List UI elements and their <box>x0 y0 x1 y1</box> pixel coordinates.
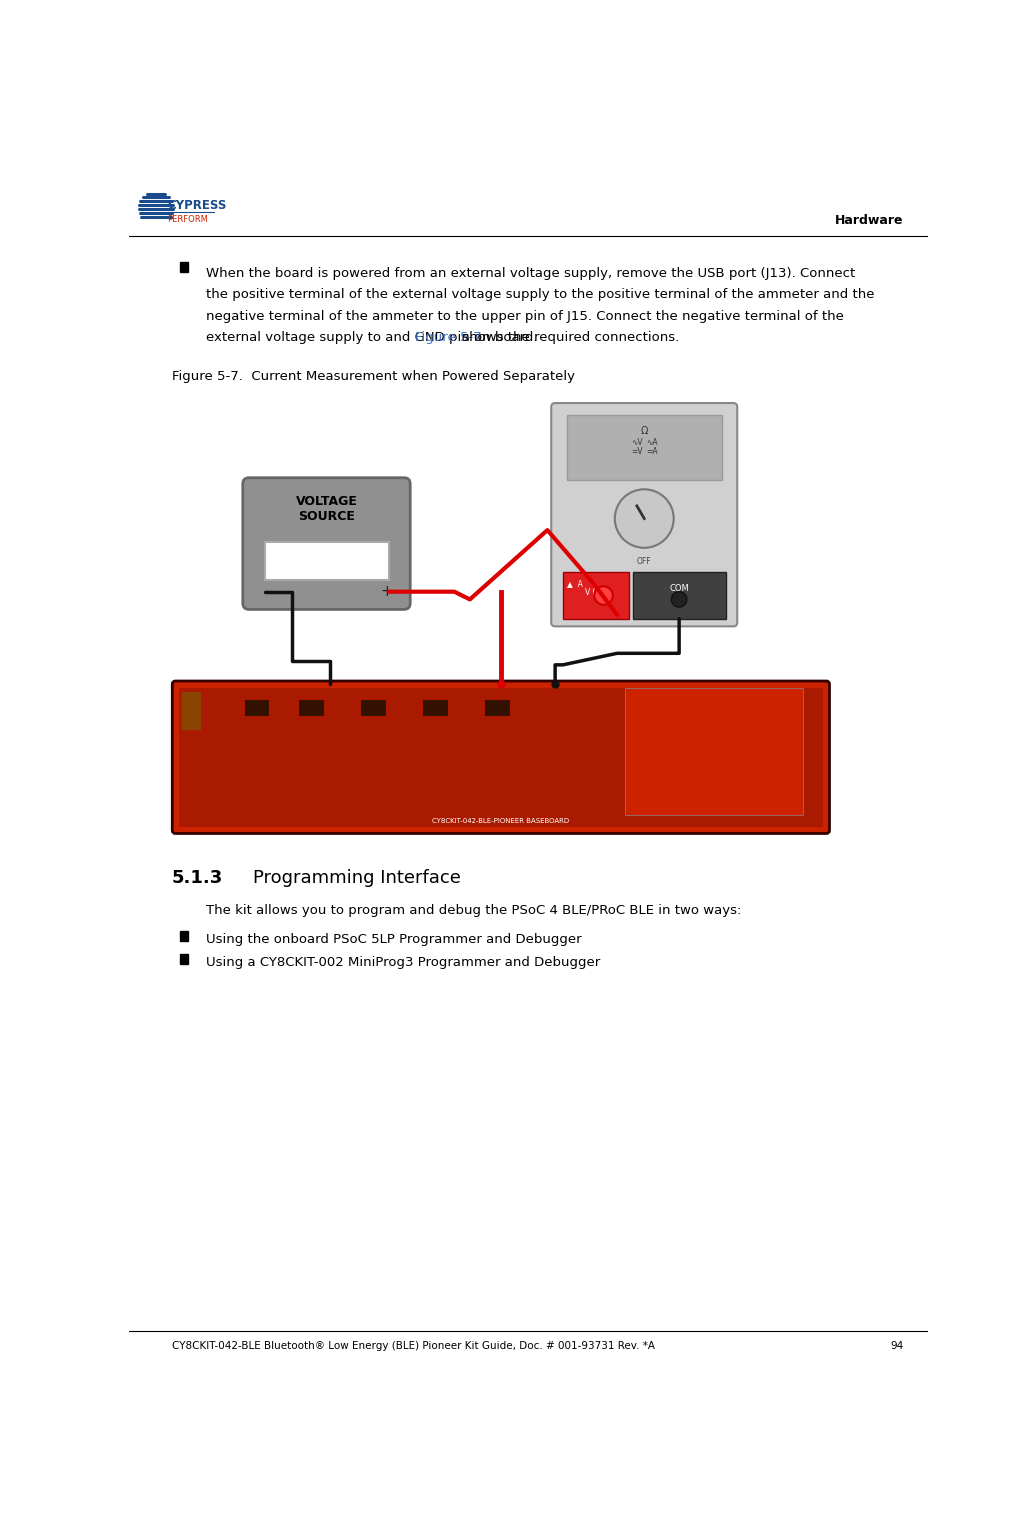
Text: =A: =A <box>646 447 658 456</box>
Bar <box>299 699 323 715</box>
Bar <box>567 415 722 480</box>
FancyBboxPatch shape <box>172 681 830 834</box>
Bar <box>245 699 268 715</box>
Text: Ω: Ω <box>640 427 647 436</box>
Text: Using a CY8CKIT-002 MiniProg3 Programmer and Debugger: Using a CY8CKIT-002 MiniProg3 Programmer… <box>206 956 601 968</box>
Bar <box>625 688 803 815</box>
Text: +: + <box>380 584 394 600</box>
Text: =V: =V <box>631 447 642 456</box>
Circle shape <box>671 592 687 607</box>
Bar <box>424 699 446 715</box>
Text: 5.1.3: 5.1.3 <box>171 869 223 887</box>
Text: When the board is powered from an external voltage supply, remove the USB port (: When the board is powered from an extern… <box>206 266 856 280</box>
Bar <box>180 262 188 272</box>
Bar <box>180 955 188 964</box>
Text: the positive terminal of the external voltage supply to the positive terminal of: the positive terminal of the external vo… <box>206 288 875 301</box>
Bar <box>181 692 201 730</box>
FancyBboxPatch shape <box>552 402 737 626</box>
Text: external voltage supply to and GND pin on board.: external voltage supply to and GND pin o… <box>206 332 542 344</box>
Text: V Ω: V Ω <box>586 588 599 597</box>
Bar <box>633 572 726 618</box>
Text: Hardware: Hardware <box>835 214 904 226</box>
Text: The kit allows you to program and debug the PSoC 4 BLE/PRoC BLE in two ways:: The kit allows you to program and debug … <box>206 904 741 916</box>
Text: ∿A: ∿A <box>646 438 658 447</box>
Bar <box>563 572 629 618</box>
Text: PERFORM: PERFORM <box>168 214 208 223</box>
Text: OFF: OFF <box>637 557 652 566</box>
Text: CYPRESS: CYPRESS <box>168 199 227 211</box>
Text: CY8CKIT-042-BLE-PIONEER BASEBOARD: CY8CKIT-042-BLE-PIONEER BASEBOARD <box>432 819 569 825</box>
Bar <box>486 699 508 715</box>
Text: –: – <box>265 584 272 600</box>
Text: ∿V: ∿V <box>631 438 642 447</box>
Text: Figure 5-7: Figure 5-7 <box>415 332 481 344</box>
Text: Figure 5-7.  Current Measurement when Powered Separately: Figure 5-7. Current Measurement when Pow… <box>171 370 574 382</box>
Text: ▲  A: ▲ A <box>567 578 583 588</box>
FancyBboxPatch shape <box>242 477 410 609</box>
Bar <box>179 688 823 826</box>
Text: shows the required connections.: shows the required connections. <box>458 332 679 344</box>
Text: CY8CKIT-042-BLE Bluetooth® Low Energy (BLE) Pioneer Kit Guide, Doc. # 001-93731 : CY8CKIT-042-BLE Bluetooth® Low Energy (B… <box>171 1342 655 1351</box>
Circle shape <box>614 490 673 548</box>
Text: negative terminal of the ammeter to the upper pin of J15. Connect the negative t: negative terminal of the ammeter to the … <box>206 311 844 323</box>
Text: COM: COM <box>669 584 689 594</box>
Bar <box>362 699 385 715</box>
Circle shape <box>594 586 612 604</box>
Text: Programming Interface: Programming Interface <box>253 869 461 887</box>
Text: VOLTAGE
SOURCE: VOLTAGE SOURCE <box>296 496 358 523</box>
Text: 94: 94 <box>891 1342 904 1351</box>
Bar <box>265 542 389 580</box>
Text: Using the onboard PSoC 5LP Programmer and Debugger: Using the onboard PSoC 5LP Programmer an… <box>206 933 583 946</box>
Bar <box>180 932 188 941</box>
